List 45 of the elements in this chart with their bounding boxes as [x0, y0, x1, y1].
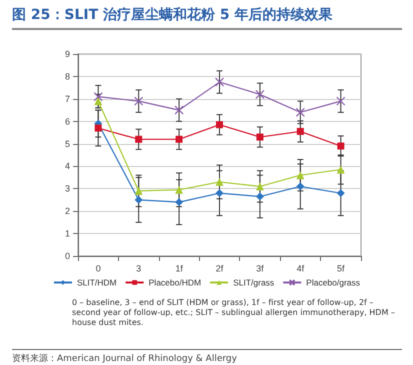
point: [296, 108, 305, 117]
y-tick-label: 0: [64, 251, 70, 261]
y-tick-label: 4: [64, 161, 70, 172]
legend-label: Placebo/HDM: [148, 278, 202, 288]
point: [216, 121, 223, 128]
point: [174, 106, 184, 115]
y-tick-label: 6: [64, 116, 70, 126]
y-tick-label: 9: [64, 49, 70, 59]
point: [255, 90, 265, 99]
x-tick-label: 2f: [216, 264, 224, 274]
text: 资料来源：American Journal of Rhinology & Allergy: [12, 349, 402, 365]
x-tick-label: 0: [96, 264, 101, 274]
point: [214, 77, 224, 87]
x-tick-label: 3f: [256, 264, 264, 274]
y-tick-label: 2: [64, 206, 70, 216]
y-tick-label: 5: [64, 138, 70, 149]
point: [256, 182, 264, 190]
point: [336, 189, 345, 198]
x-tick-label: 4f: [296, 264, 305, 274]
legend-label: Placebo/grass: [306, 278, 360, 288]
point: [175, 186, 184, 194]
legend-label: SLIT/HDM: [76, 278, 117, 288]
text: 0 – baseline, 3 – end of SLIT (HDM or grass), 1f – first year of follow-up, 2f – second year of follow-up, etc.; SLIT – sublingual allergen immunotherapy, HDM – house dust mites.: [72, 298, 396, 328]
point: [134, 196, 143, 204]
x-tick-label: 5f: [337, 264, 346, 274]
chart-title: 图 25：SLIT 治疗屋尘螨和花粉 5 年后的持续效果: [12, 6, 402, 30]
point: [296, 128, 304, 135]
point: [337, 142, 344, 150]
y-tick-label: 7: [64, 94, 70, 104]
point: [134, 186, 143, 195]
point: [135, 136, 142, 143]
legend-label: SLIT/grass: [233, 278, 274, 288]
x-tick-label: 1f: [175, 264, 184, 274]
point: [216, 178, 224, 186]
point: [94, 124, 102, 132]
x-tick-label: 3: [136, 264, 142, 274]
point: [296, 171, 304, 180]
y-tick-label: 8: [64, 71, 70, 82]
point: [256, 134, 264, 141]
point: [336, 96, 346, 106]
y-tick-label: 1: [64, 228, 70, 239]
y-tick-label: 3: [64, 184, 70, 194]
point: [94, 97, 102, 106]
point: [134, 96, 144, 106]
point: [176, 136, 183, 143]
